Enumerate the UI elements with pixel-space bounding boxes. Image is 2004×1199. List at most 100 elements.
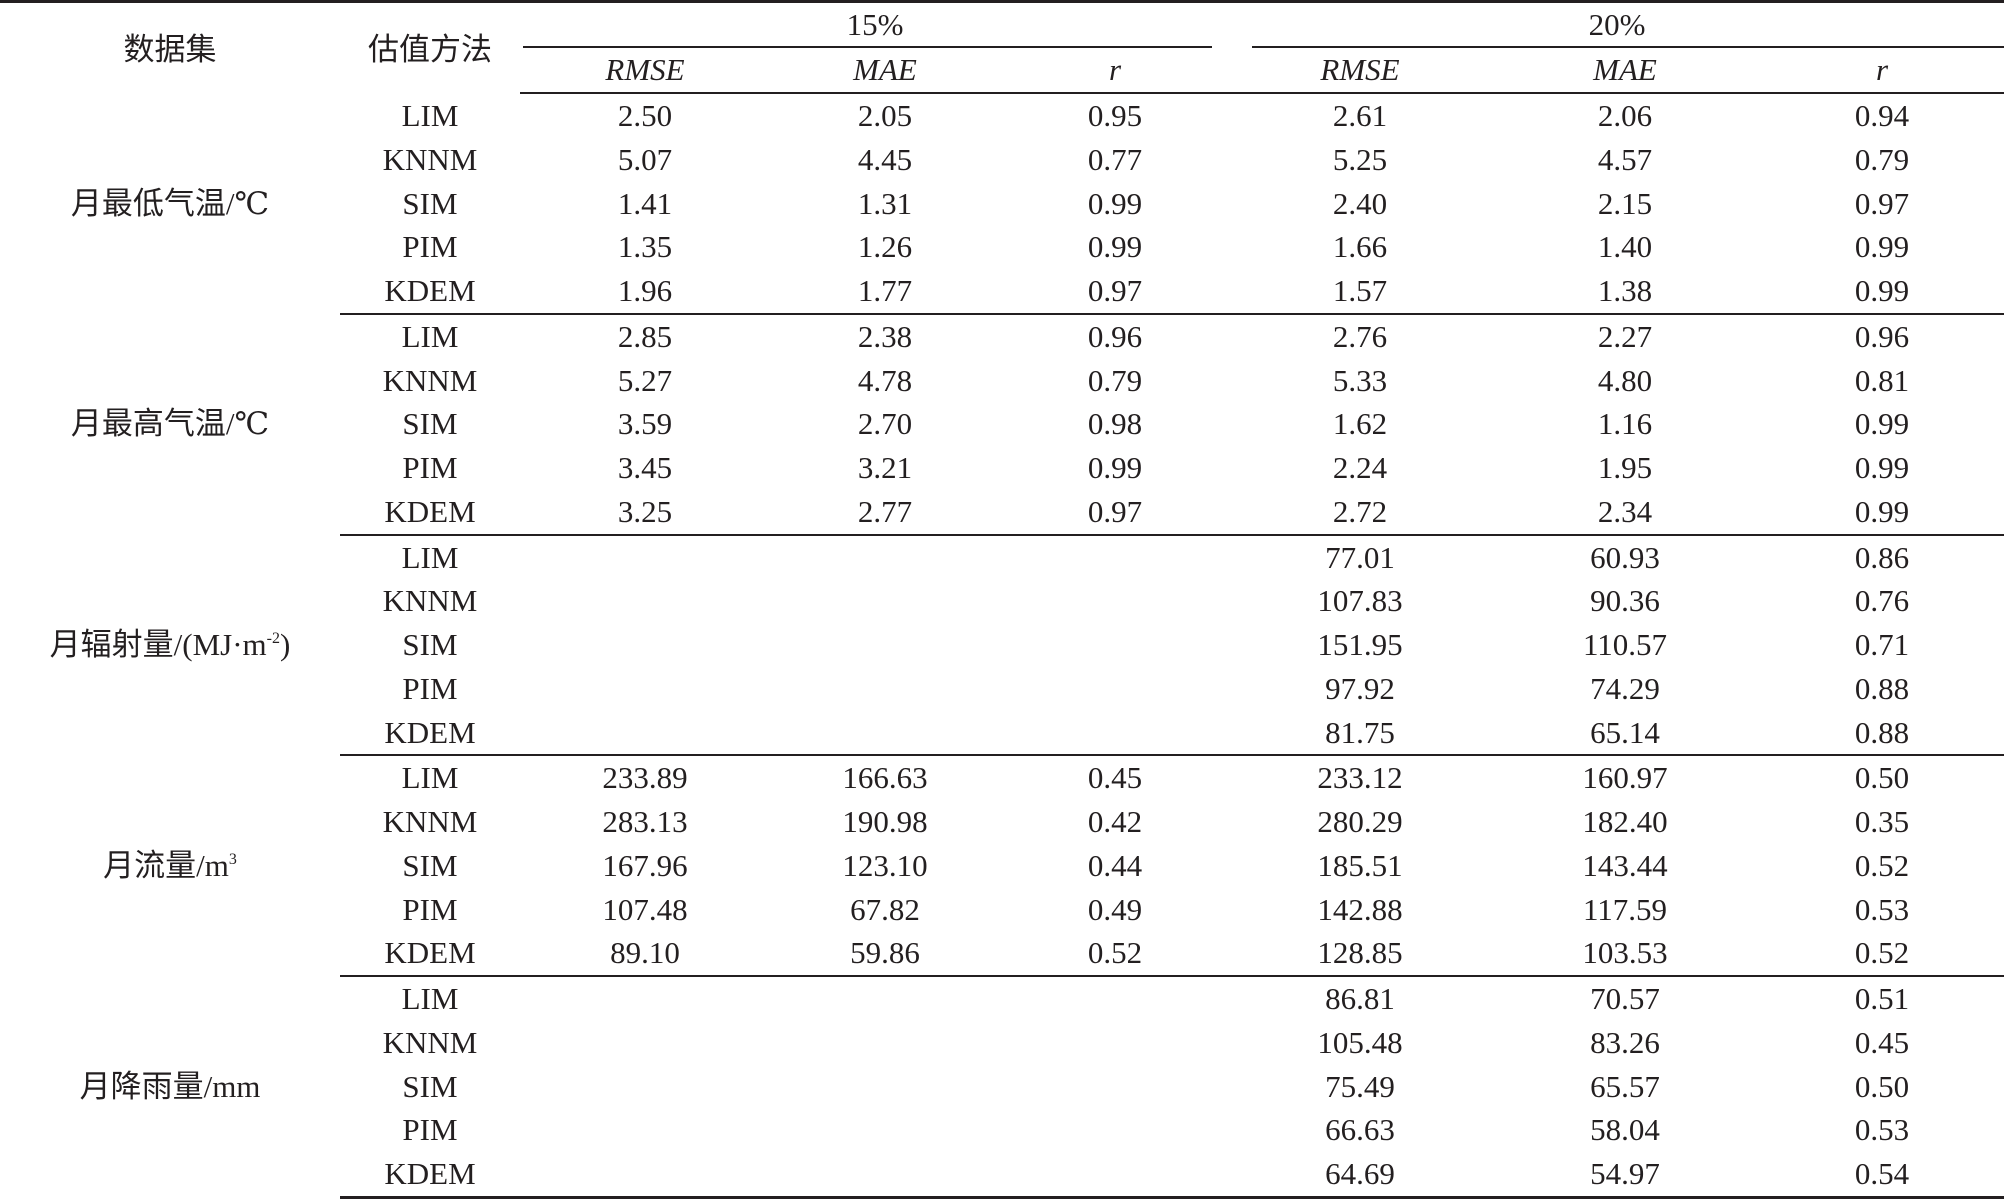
rmse-15-cell: 1.96: [520, 269, 770, 315]
mae-15-cell: 3.21: [857, 450, 913, 485]
dataset-group: 月辐射量/(MJ·m-2) LIM 77.01 60.93 0.86 KNNM 107.83…: [0, 535, 2004, 757]
method-cell: KDEM: [340, 269, 520, 315]
method-cell: SIM: [402, 627, 458, 662]
mae-15-cell: 59.86: [770, 931, 1000, 977]
r-15-cell: [1000, 1108, 1230, 1152]
rmse-20-cell: 5.25: [1332, 141, 1388, 177]
table-row: PIM 97.92 74.29 0.88: [0, 667, 2004, 711]
mae-20-cell: 2.15: [1597, 185, 1653, 221]
r-15-cell: 0.97: [1000, 269, 1231, 315]
header-row-groups: 数据集 估值方法 15% 20%: [0, 2, 2004, 67]
header-method: 估值方法: [368, 32, 492, 67]
rmse-20-cell: 185.51: [1317, 847, 1403, 883]
r-20-cell: 0.96: [1854, 318, 1910, 354]
table-row: PIM 3.45 3.21 0.99 2.24 1.95 0.99: [0, 446, 2004, 490]
mae-15-cell: [770, 1065, 1000, 1109]
table-header: 数据集 估值方法 15% 20% RMSE MAE r RMSE MAE r: [0, 2, 2004, 94]
mae-20-cell: 1.40: [1597, 229, 1653, 265]
table-row: SIM 3.59 2.70 0.98 1.62 1.16 0.99: [0, 402, 2004, 446]
header-group-15: 15%: [520, 2, 1230, 48]
dataset-group: 月最低气温/℃ LIM 2.50 2.05 0.95 2.61 2.06 0.94 KNNM 5.…: [0, 93, 2004, 315]
mae-15-cell: 1.77: [770, 269, 1000, 315]
rmse-15-cell: [520, 623, 770, 667]
dataset-name: 月流量/m3: [0, 755, 340, 976]
mae-20-cell: 65.14: [1490, 710, 1761, 757]
r-15-cell: [1000, 1065, 1230, 1109]
rmse-20-cell: 142.88: [1317, 891, 1403, 927]
rmse-20-cell: 2.61: [1332, 98, 1388, 133]
r-20-cell: 0.45: [1854, 1024, 1910, 1060]
rmse-15-cell: 89.10: [520, 931, 770, 977]
method-cell: LIM: [401, 318, 459, 354]
dataset-name: 月最高气温/℃: [0, 314, 340, 535]
r-15-cell: 0.52: [1000, 931, 1231, 977]
rmse-20-cell: 97.92: [1325, 670, 1395, 706]
r-15-cell: [1000, 667, 1230, 711]
table-row: KDEM 1.96 1.77 0.97 1.57 1.38 0.99: [0, 269, 2004, 315]
header-r-20: r: [1760, 48, 2004, 94]
rmse-15-cell: 107.48: [602, 891, 688, 927]
dataset-name: 月最低气温/℃: [0, 93, 340, 314]
dataset-name-text: 月流量/m: [103, 847, 229, 883]
r-15-cell: [1000, 1152, 1231, 1199]
r-15-cell: [1000, 579, 1230, 623]
mae-20-cell: 143.44: [1582, 847, 1668, 883]
rmse-20-cell: 1.62: [1332, 406, 1388, 442]
mae-20-cell: 2.06: [1597, 98, 1653, 133]
table-row: PIM 107.48 67.82 0.49 142.88 117.59 0.53: [0, 888, 2004, 932]
table-top-rule: [0, 0, 2004, 3]
mae-20-cell: 60.93: [1590, 539, 1660, 575]
mae-15-cell: 1.26: [857, 229, 913, 265]
rmse-15-cell: [520, 710, 770, 757]
r-15-cell: 0.77: [1087, 141, 1143, 177]
r-15-cell: 0.99: [1087, 450, 1143, 485]
dataset-name: 月辐射量/(MJ·m-2): [0, 535, 340, 756]
r-15-cell: [1000, 623, 1230, 667]
table-row: 月流量/m3 LIM 233.89 166.63 0.45 233.12 160.97 0.5…: [0, 755, 2004, 883]
rmse-20-cell: 107.83: [1317, 583, 1403, 619]
dataset-name-tail: ): [280, 627, 291, 662]
table-row: SIM 75.49 65.57 0.50: [0, 1065, 2004, 1109]
table-row: KNNM 5.07 4.45 0.77 5.25 4.57 0.79: [0, 138, 2004, 182]
dataset-group: 月降雨量/mm LIM 86.81 70.57 0.51 KNNM 105.48 83.26 0…: [0, 976, 2004, 1199]
dataset-name: 月降雨量/mm: [0, 976, 340, 1197]
rmse-20-cell: 77.01: [1325, 539, 1395, 575]
mae-20-cell: 1.16: [1597, 406, 1653, 442]
header-mae-20: MAE: [1490, 48, 1761, 94]
method-cell: LIM: [401, 97, 459, 133]
mae-20-cell: 65.57: [1590, 1068, 1660, 1104]
table-row: 月降雨量/mm LIM 86.81 70.57 0.51: [0, 976, 2004, 1104]
mae-15-cell: 2.70: [857, 406, 913, 442]
rmse-20-cell: 66.63: [1325, 1112, 1395, 1148]
method-cell: LIM: [401, 981, 459, 1016]
rmse-15-cell: [520, 579, 770, 623]
table-row: KNNM 105.48 83.26 0.45: [0, 1021, 2004, 1065]
method-cell: PIM: [402, 670, 458, 706]
method-cell: KDEM: [340, 1152, 520, 1199]
method-cell: LIM: [401, 539, 459, 575]
r-20-cell: 0.99: [1854, 229, 1910, 265]
rmse-20-cell: 233.12: [1317, 760, 1403, 796]
r-20-cell: 0.51: [1854, 981, 1910, 1016]
method-cell: KNNM: [382, 362, 478, 398]
mae-20-cell: 117.59: [1582, 891, 1668, 927]
r-15-cell: 0.97: [1000, 489, 1231, 536]
method-cell: KNNM: [382, 583, 478, 619]
r-20-cell: 0.97: [1854, 185, 1910, 221]
mae-20-cell: 2.34: [1490, 489, 1761, 536]
rmse-20-cell: 5.33: [1332, 362, 1388, 398]
mae-20-cell: 70.57: [1590, 981, 1660, 1016]
rmse-20-cell: 2.40: [1332, 185, 1388, 221]
rmse-15-cell: 1.35: [617, 229, 673, 265]
method-cell: PIM: [402, 1112, 458, 1148]
mae-15-cell: [770, 1021, 1000, 1065]
method-cell: SIM: [402, 406, 458, 442]
r-20-cell: 0.99: [1854, 450, 1910, 485]
r-15-cell: [1000, 976, 1230, 1021]
r-20-cell: 0.99: [1760, 489, 2004, 536]
rmse-15-cell: 167.96: [602, 847, 688, 883]
rmse-15-cell: 1.41: [617, 185, 673, 221]
rmse-15-cell: [520, 1021, 770, 1065]
r-15-cell: 0.79: [1087, 362, 1143, 398]
r-15-cell: [1000, 710, 1231, 757]
